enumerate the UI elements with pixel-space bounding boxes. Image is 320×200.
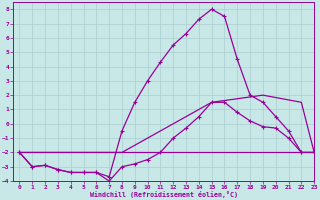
X-axis label: Windchill (Refroidissement éolien,°C): Windchill (Refroidissement éolien,°C)	[90, 191, 238, 198]
